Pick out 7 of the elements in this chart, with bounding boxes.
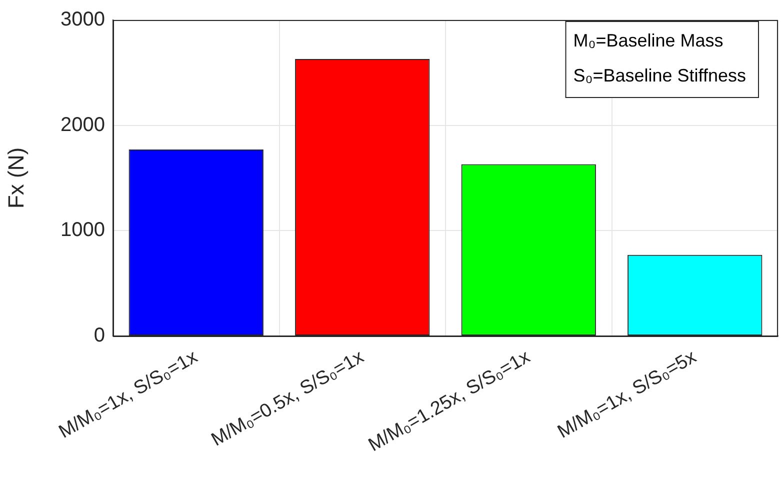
y-tick-label: 3000 xyxy=(60,8,105,31)
annotation: S₀=Baseline Stiffness xyxy=(573,65,746,86)
annotation: M₀=Baseline Mass xyxy=(573,30,724,50)
y-tick-label: 0 xyxy=(94,324,105,347)
y-tick-label: 1000 xyxy=(60,219,105,242)
y-axis-title: Fx (N) xyxy=(3,147,28,209)
y-tick-label: 2000 xyxy=(60,114,105,136)
